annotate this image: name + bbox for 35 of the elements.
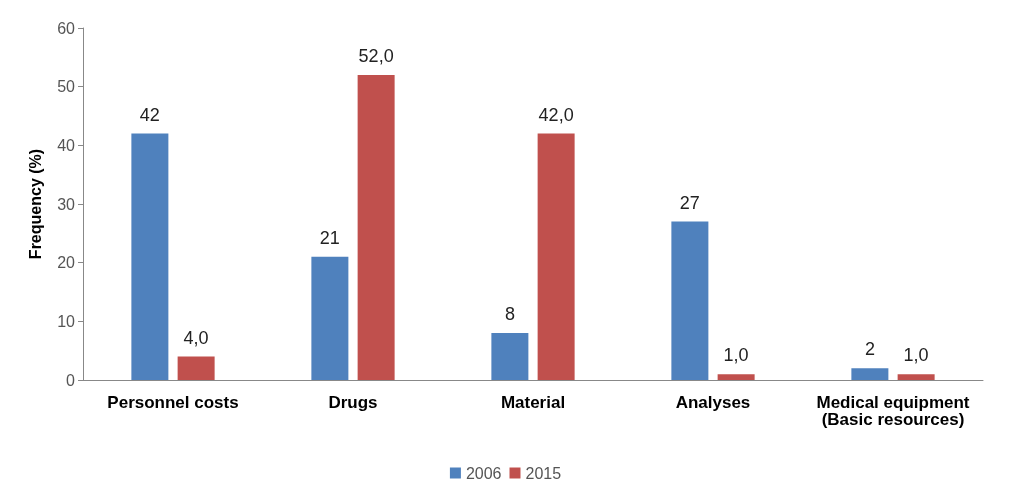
bar bbox=[851, 368, 889, 380]
x-tick-label: Drugs bbox=[328, 393, 378, 412]
data-label: 27 bbox=[679, 192, 700, 213]
y-tick-label: 60 bbox=[57, 19, 76, 37]
y-tick-label: 20 bbox=[57, 254, 76, 272]
data-label: 4,0 bbox=[183, 327, 209, 348]
bar bbox=[537, 133, 575, 380]
bar bbox=[491, 333, 529, 380]
y-tick-label: 30 bbox=[57, 195, 76, 213]
y-tick-label: 40 bbox=[57, 136, 76, 154]
y-tick-label: 0 bbox=[66, 371, 76, 389]
y-axis-title: Frequency (%) bbox=[26, 148, 44, 260]
data-label: 42,0 bbox=[538, 104, 574, 125]
bar bbox=[311, 256, 349, 380]
data-label: 1,0 bbox=[903, 345, 929, 366]
data-label: 8 bbox=[504, 304, 515, 325]
legend-label: 2015 bbox=[525, 464, 562, 482]
bar bbox=[671, 221, 709, 380]
x-tick-label: Medical equipment (Basic resources) bbox=[816, 393, 970, 429]
data-label: 42 bbox=[139, 104, 160, 125]
bar bbox=[357, 74, 395, 380]
bar bbox=[717, 374, 755, 380]
y-tick-label: 10 bbox=[57, 312, 76, 330]
bar bbox=[131, 133, 169, 380]
legend-label: 2006 bbox=[465, 464, 502, 482]
data-label: 1,0 bbox=[723, 345, 749, 366]
x-tick-label: Personnel costs bbox=[107, 393, 239, 412]
x-tick-label: Material bbox=[500, 393, 566, 412]
x-tick-label: Analyses bbox=[675, 393, 751, 412]
data-label: 21 bbox=[319, 227, 340, 248]
data-label: 52,0 bbox=[358, 45, 394, 66]
data-label: 2 bbox=[864, 339, 875, 360]
y-tick-label: 50 bbox=[57, 78, 76, 96]
bar bbox=[177, 356, 215, 380]
bar bbox=[897, 374, 935, 380]
